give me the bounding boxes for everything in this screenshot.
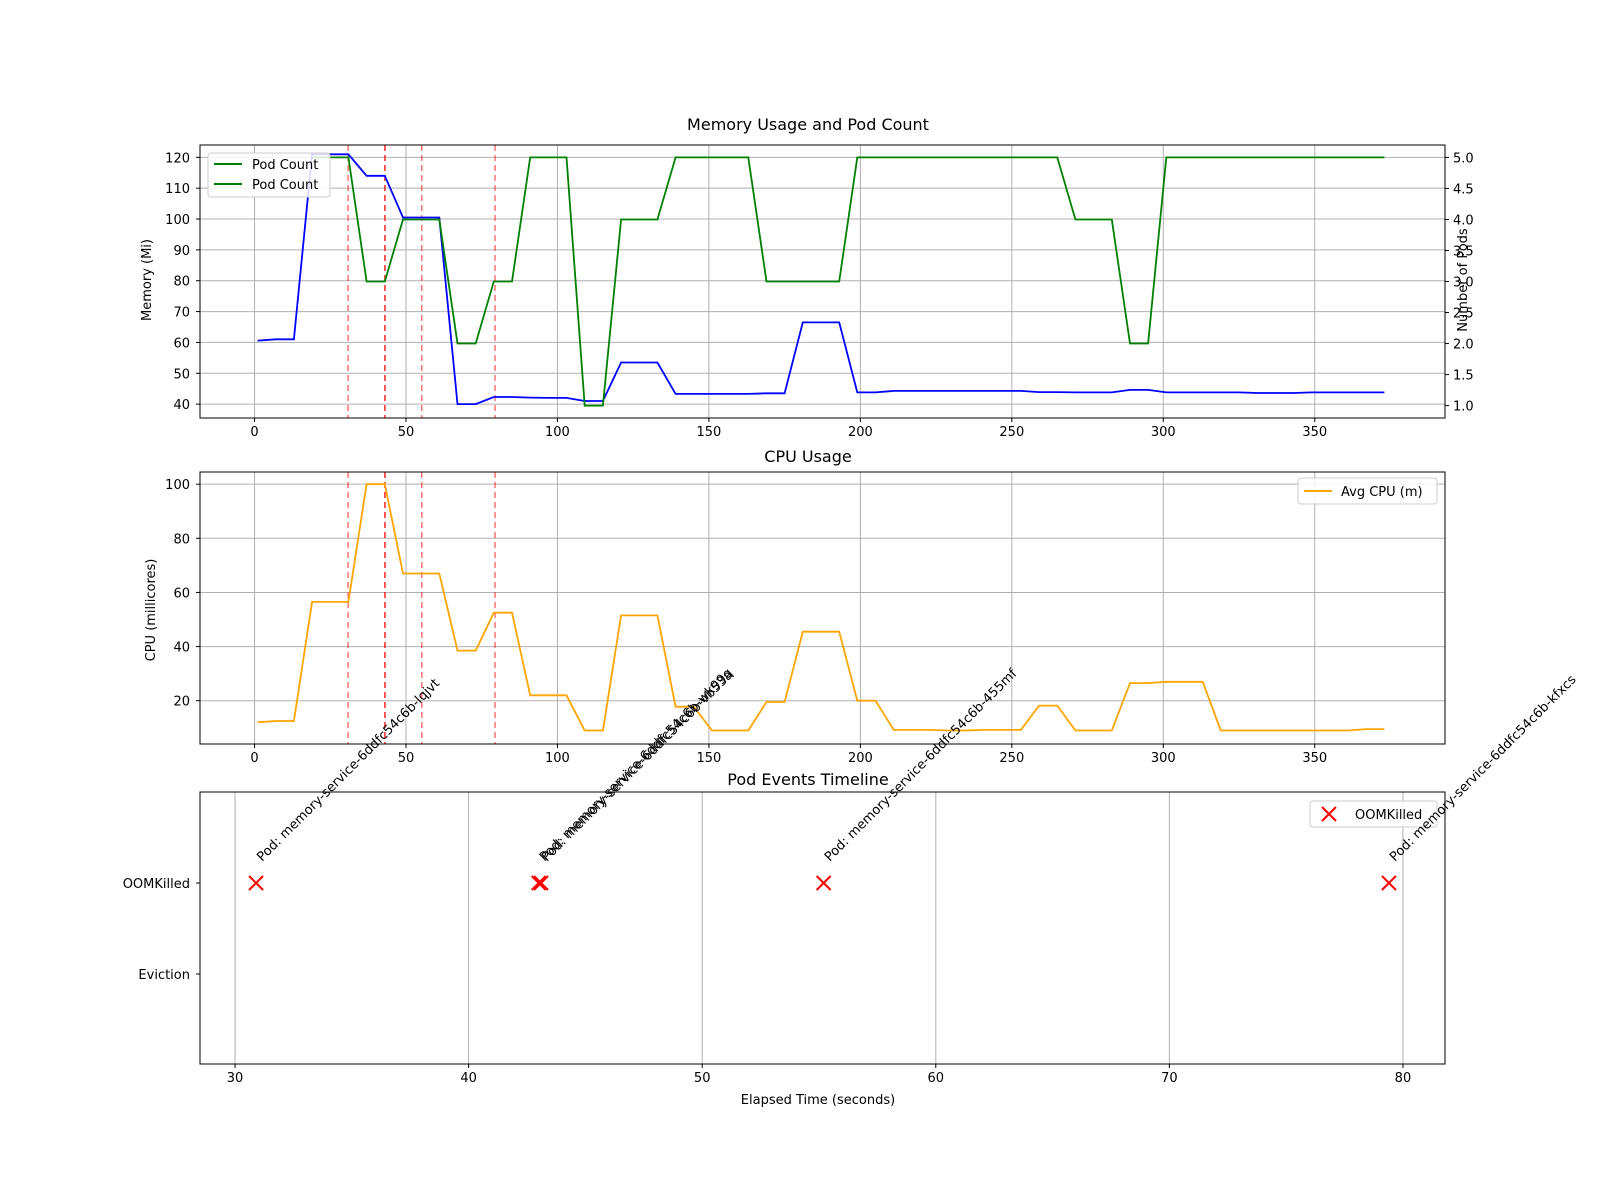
memory-panel-ticks: 0 50 100 150 200 250 300 350 40 50 60 70 80 90 100 110 1…: [165, 151, 1474, 440]
x-tick-label: 100: [545, 425, 570, 440]
y-tick-label: 60: [173, 586, 190, 601]
y-right-tick-label: 2.5: [1453, 307, 1474, 322]
cpu-panel-frame: [199, 471, 1446, 745]
cpu-panel-lines: [257, 483, 1385, 732]
pods-y-axis-label: Number of Pods: [1456, 228, 1471, 332]
x-tick-label: 80: [1395, 1071, 1412, 1086]
x-tick-label: 50: [398, 751, 415, 766]
x-tick-label: 30: [227, 1071, 244, 1086]
legend-avg-cpu-label: Avg CPU (m): [1341, 485, 1423, 500]
events-x-axis-label: Elapsed Time (seconds): [741, 1093, 895, 1108]
memory-panel: Memory Usage and Pod Count Memory (Mi) N…: [140, 115, 1474, 440]
cpu-panel-event-lines: [347, 472, 496, 744]
cpu-panel-grid: [200, 472, 1445, 744]
pod-count-line: [312, 156, 1385, 407]
legend-pod-count-label-1: Pod Count: [252, 158, 318, 173]
marker-stroke: [1381, 875, 1397, 891]
oomkilled-marker: [1381, 875, 1397, 891]
memory-panel-grid: [200, 145, 1445, 418]
y-right-tick-label: 4.0: [1453, 213, 1474, 228]
x-tick-label: 300: [1151, 425, 1176, 440]
y-tick-label: 80: [173, 532, 190, 547]
y-right-tick-label: 1.5: [1453, 369, 1474, 384]
legend-oom-marker: [1321, 806, 1337, 822]
y-right-tick-label: 3.0: [1453, 276, 1474, 291]
cpu-panel-title: CPU Usage: [764, 447, 851, 466]
y-tick-label: 70: [173, 306, 190, 321]
y-category-label: OOMKilled: [123, 877, 190, 892]
oomkilled-marker: [533, 875, 549, 891]
marker-stroke: [815, 875, 832, 891]
legend-pod-count-label-2: Pod Count: [252, 178, 318, 193]
x-tick-label: 250: [999, 751, 1024, 766]
cpu-panel-legend: Avg CPU (m): [1297, 477, 1438, 505]
pod-event-label: Pod: memory-service-6ddfc54c6b-vb53a: [539, 668, 736, 865]
x-tick-label: 250: [999, 425, 1024, 440]
x-tick-label: 350: [1302, 751, 1327, 766]
y-tick-label: 90: [173, 244, 190, 259]
memory-panel-lines: [257, 153, 1385, 407]
y-tick-label: 60: [173, 336, 190, 351]
events-panel-title: Pod Events Timeline: [727, 770, 888, 789]
marker-stroke: [248, 875, 264, 891]
marker-stroke: [530, 875, 547, 891]
events-panel-legend: OOMKilled: [1309, 800, 1438, 828]
y-tick-label: 80: [173, 275, 190, 290]
events-panel-pod-labels: Pod: memory-service-6ddfc54c6b-lqjvt Pod:…: [254, 666, 1579, 865]
events-panel-frame: [199, 791, 1446, 1065]
y-tick-label: 120: [165, 151, 190, 166]
y-category-label: Eviction: [138, 968, 190, 983]
oomkilled-marker: [248, 875, 264, 891]
events-panel-grid: [234, 792, 1404, 1064]
events-panel-points: [248, 875, 1397, 891]
y-right-tick-label: 1.0: [1453, 400, 1474, 415]
memory-panel-legend: Pod Count Pod Count: [207, 152, 331, 198]
y-right-tick-label: 5.0: [1453, 151, 1474, 166]
memory-y-axis-label: Memory (Mi): [140, 239, 155, 321]
y-tick-label: 110: [165, 182, 190, 197]
x-tick-label: 100: [545, 751, 570, 766]
avg-cpu-line: [257, 483, 1385, 732]
memory-line: [257, 153, 1385, 406]
x-tick-label: 0: [250, 751, 258, 766]
x-tick-label: 150: [696, 425, 721, 440]
x-tick-label: 50: [694, 1071, 711, 1086]
y-tick-label: 20: [173, 695, 190, 710]
legend-oom-label: OOMKilled: [1355, 808, 1422, 823]
oomkilled-marker: [815, 875, 832, 891]
x-tick-label: 70: [1161, 1071, 1178, 1086]
y-tick-label: 100: [165, 213, 190, 228]
events-panel-ticks: 30 40 50 60 70 80 OOMKilled Eviction: [123, 877, 1412, 1086]
y-right-tick-label: 2.0: [1453, 338, 1474, 353]
x-tick-label: 50: [398, 425, 415, 440]
x-tick-label: 150: [696, 751, 721, 766]
x-tick-label: 350: [1302, 425, 1327, 440]
cpu-panel-ticks: 0 50 100 150 200 250 300 350 20 40 60 80 100: [165, 478, 1327, 766]
x-tick-label: 40: [460, 1071, 477, 1086]
x-tick-label: 200: [848, 425, 873, 440]
x-tick-label: 60: [928, 1071, 945, 1086]
y-tick-label: 100: [165, 478, 190, 493]
marker-stroke: [533, 875, 549, 891]
x-tick-label: 200: [848, 751, 873, 766]
y-tick-label: 50: [173, 367, 190, 382]
cpu-panel: CPU Usage CPU (millicores) 0 50 100 150 200 2…: [144, 447, 1446, 766]
events-panel: 30 40 50 60 70 80 OOMKilled Eviction Pod Events…: [123, 666, 1580, 1108]
y-right-tick-label: 3.5: [1453, 244, 1474, 259]
y-tick-label: 40: [173, 398, 190, 413]
x-tick-label: 300: [1151, 751, 1176, 766]
cpu-y-axis-label: CPU (millicores): [144, 559, 159, 662]
x-tick-label: 0: [250, 425, 258, 440]
memory-panel-frame: [199, 144, 1446, 419]
memory-panel-title: Memory Usage and Pod Count: [687, 115, 929, 134]
memory-panel-event-lines: [347, 145, 496, 418]
y-tick-label: 40: [173, 641, 190, 656]
y-right-tick-label: 4.5: [1453, 182, 1474, 197]
oomkilled-marker: [530, 875, 547, 891]
